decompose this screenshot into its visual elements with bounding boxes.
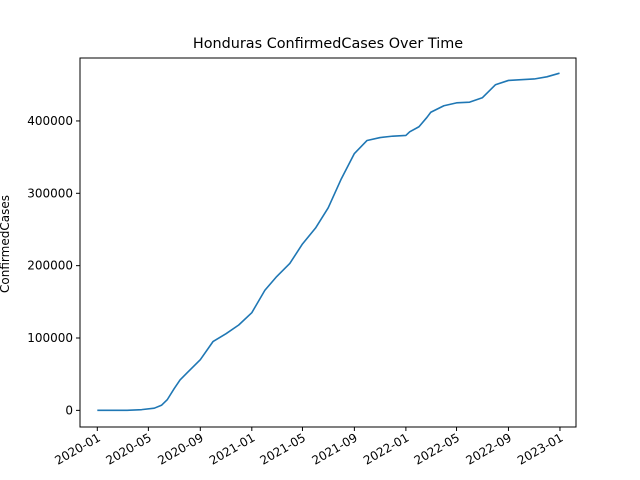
x-tick-label: 2023-01 — [515, 430, 565, 467]
y-axis: 0 100000 200000 300000 400000 — [27, 114, 80, 417]
x-tick-label: 2022-01 — [361, 430, 411, 467]
x-tick-label: 2020-09 — [155, 430, 205, 467]
x-axis: 2020-01 2020-05 2020-09 2021-01 2021-05 2021-… — [52, 427, 565, 468]
plot-frame — [79, 57, 577, 428]
x-tick-label: 2022-05 — [412, 430, 462, 467]
x-tick-label: 2020-05 — [103, 430, 153, 467]
y-tick-label: 100000 — [27, 331, 73, 345]
chart-title: Honduras ConfirmedCases Over Time — [193, 36, 463, 52]
plot-area — [97, 72, 560, 412]
x-tick-label: 2021-05 — [258, 430, 308, 467]
x-tick-label: 2022-09 — [464, 430, 514, 467]
x-tick-label: 2020-01 — [52, 430, 102, 467]
y-axis-label: ConfirmedCases — [0, 195, 12, 293]
y-tick-label: 200000 — [27, 259, 73, 273]
x-tick-label: 2021-09 — [309, 430, 359, 467]
y-tick-label: 0 — [65, 403, 73, 417]
series-line-0 — [97, 72, 560, 412]
y-tick-label: 400000 — [27, 114, 73, 128]
y-tick-label: 300000 — [27, 186, 73, 200]
x-tick-label: 2021-01 — [207, 430, 257, 467]
